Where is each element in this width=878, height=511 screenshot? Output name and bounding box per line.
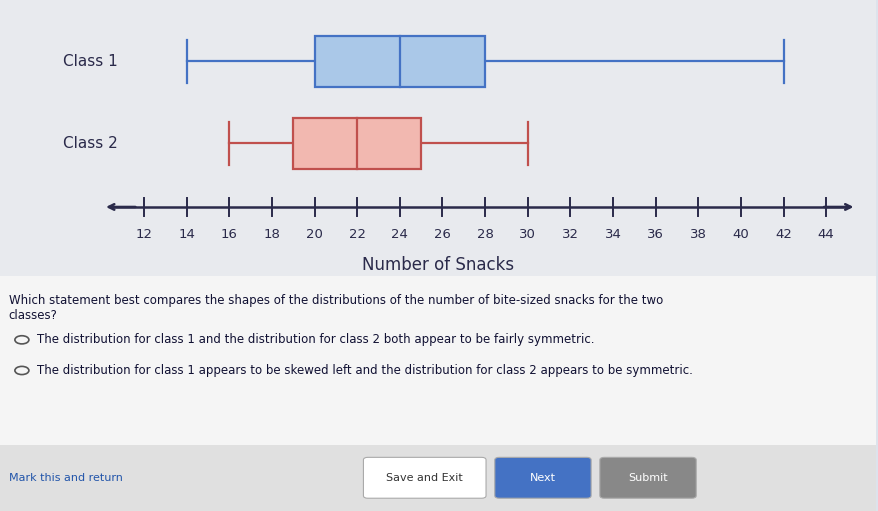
Text: 28: 28	[476, 228, 493, 241]
Text: Submit: Submit	[628, 473, 667, 483]
Text: 22: 22	[349, 228, 365, 241]
Text: Class 2: Class 2	[63, 135, 118, 151]
Text: 32: 32	[561, 228, 579, 241]
FancyBboxPatch shape	[0, 0, 874, 276]
FancyBboxPatch shape	[494, 457, 590, 498]
FancyBboxPatch shape	[599, 457, 695, 498]
Text: The distribution for class 1 appears to be skewed left and the distribution for : The distribution for class 1 appears to …	[37, 364, 692, 377]
Text: 12: 12	[135, 228, 152, 241]
Text: Which statement best compares the shapes of the distributions of the number of b: Which statement best compares the shapes…	[9, 294, 662, 322]
Text: 34: 34	[604, 228, 621, 241]
Text: 38: 38	[689, 228, 706, 241]
FancyBboxPatch shape	[293, 118, 421, 169]
FancyBboxPatch shape	[0, 445, 874, 511]
FancyBboxPatch shape	[314, 36, 485, 87]
Text: The distribution for class 1 and the distribution for class 2 both appear to be : The distribution for class 1 and the dis…	[37, 333, 594, 346]
Text: 16: 16	[220, 228, 237, 241]
Text: 26: 26	[434, 228, 450, 241]
Text: 18: 18	[263, 228, 280, 241]
Text: 20: 20	[306, 228, 322, 241]
FancyBboxPatch shape	[0, 276, 874, 511]
Text: 36: 36	[646, 228, 664, 241]
Text: 40: 40	[731, 228, 748, 241]
Text: Save and Exit: Save and Exit	[386, 473, 463, 483]
Text: Class 1: Class 1	[63, 54, 118, 69]
Text: 24: 24	[391, 228, 407, 241]
Text: Number of Snacks: Number of Snacks	[362, 256, 514, 273]
Text: 42: 42	[774, 228, 791, 241]
Text: 44: 44	[817, 228, 834, 241]
Text: 30: 30	[519, 228, 536, 241]
FancyBboxPatch shape	[363, 457, 486, 498]
Text: 14: 14	[178, 228, 195, 241]
Text: Mark this and return: Mark this and return	[9, 473, 123, 483]
Text: Next: Next	[529, 473, 555, 483]
